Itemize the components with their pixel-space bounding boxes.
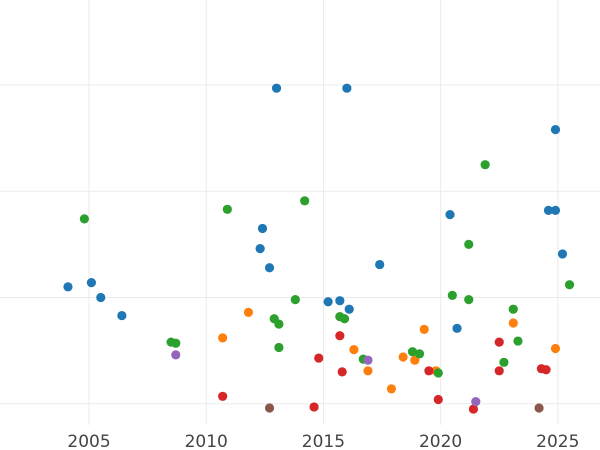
data-point bbox=[323, 297, 333, 307]
data-point bbox=[290, 295, 300, 305]
data-point bbox=[534, 403, 544, 413]
data-point bbox=[243, 307, 254, 317]
x-axis-ticks: 2005 2010 2015 2020 2025 bbox=[67, 432, 579, 450]
data-point bbox=[271, 83, 282, 93]
data-point bbox=[447, 290, 457, 300]
data-point bbox=[508, 304, 518, 314]
data-point bbox=[337, 367, 347, 377]
data-point bbox=[424, 366, 434, 376]
data-point bbox=[419, 324, 429, 334]
data-point bbox=[410, 355, 420, 365]
data-point bbox=[222, 204, 232, 214]
data-point bbox=[508, 318, 518, 328]
data-point bbox=[494, 337, 504, 347]
data-point bbox=[86, 278, 97, 288]
data-point bbox=[433, 368, 443, 378]
data-point bbox=[264, 403, 275, 413]
data-point bbox=[257, 223, 268, 234]
data-point bbox=[96, 292, 106, 303]
data-point bbox=[363, 366, 373, 376]
data-point bbox=[171, 350, 181, 360]
data-point bbox=[386, 384, 397, 394]
data-point bbox=[264, 263, 275, 273]
data-point bbox=[471, 397, 481, 407]
data-point bbox=[541, 365, 551, 375]
data-point bbox=[342, 83, 352, 93]
data-point bbox=[309, 402, 319, 412]
data-point bbox=[344, 304, 354, 314]
data-points bbox=[63, 83, 575, 414]
x-tick-label: 2015 bbox=[302, 432, 345, 450]
data-point bbox=[79, 214, 89, 224]
data-point bbox=[398, 352, 408, 362]
data-point bbox=[468, 404, 479, 414]
data-point bbox=[499, 357, 509, 367]
data-point bbox=[414, 349, 425, 359]
data-point bbox=[274, 342, 284, 353]
data-point bbox=[255, 244, 265, 254]
data-point bbox=[218, 391, 228, 401]
x-tick-label: 2005 bbox=[67, 432, 110, 450]
data-point bbox=[557, 249, 568, 259]
data-point bbox=[480, 160, 490, 170]
data-point bbox=[433, 394, 443, 405]
data-point bbox=[550, 125, 561, 135]
data-point bbox=[349, 344, 359, 355]
x-tick-label: 2010 bbox=[185, 432, 228, 450]
data-point bbox=[63, 282, 73, 292]
data-point bbox=[550, 343, 561, 354]
data-point bbox=[339, 314, 350, 324]
data-point bbox=[274, 319, 284, 329]
data-point bbox=[117, 310, 127, 321]
data-point bbox=[335, 331, 345, 341]
data-point bbox=[464, 295, 474, 305]
data-point bbox=[171, 338, 181, 348]
x-tick-label: 2025 bbox=[536, 432, 579, 450]
data-point bbox=[375, 259, 385, 270]
data-point bbox=[543, 205, 554, 215]
data-point bbox=[363, 355, 373, 365]
data-point bbox=[335, 296, 345, 306]
data-point bbox=[550, 205, 561, 215]
data-point bbox=[464, 239, 474, 249]
data-point bbox=[445, 210, 455, 220]
data-point bbox=[452, 323, 462, 333]
data-point bbox=[218, 333, 228, 343]
data-point bbox=[513, 336, 523, 346]
data-point bbox=[564, 280, 575, 290]
data-point bbox=[314, 353, 324, 363]
data-point bbox=[300, 196, 310, 206]
data-point bbox=[494, 366, 504, 376]
data-point bbox=[407, 347, 418, 357]
x-tick-label: 2020 bbox=[419, 432, 462, 450]
